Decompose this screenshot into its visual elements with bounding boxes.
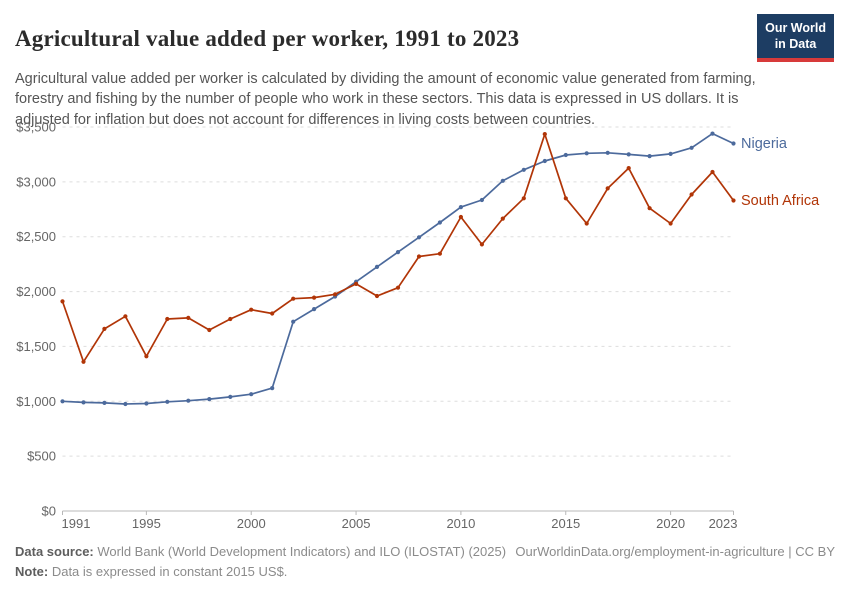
x-axis-label: 2000 (237, 516, 266, 531)
nigeria-point (270, 386, 275, 391)
nigeria-point (521, 167, 526, 172)
x-axis-label: 2010 (446, 516, 475, 531)
x-axis-label: 2020 (656, 516, 685, 531)
south-africa-point (584, 221, 589, 226)
nigeria-point (689, 145, 694, 150)
nigeria-point (228, 394, 233, 399)
nigeria-point (479, 197, 484, 203)
chart-area: $0 $500 $1,000 $1,500 $2,000 $2,500 $3,000 $3,5… (0, 110, 850, 535)
nigeria-point (291, 319, 296, 324)
y-axis-label: $3,500 (16, 120, 56, 135)
nigeria-point (437, 220, 442, 225)
nigeria-point (144, 401, 149, 406)
south-africa-point (333, 292, 338, 297)
south-africa-point (395, 285, 401, 290)
data-source: Data source: World Bank (World Developme… (15, 544, 506, 559)
x-axis-label: 2023 (709, 516, 738, 531)
nigeria-point (81, 400, 86, 405)
nigeria-point (249, 392, 254, 397)
y-axis-label: $1,000 (16, 394, 56, 409)
y-axis-label: $0 (42, 504, 56, 519)
nigeria-point (186, 398, 191, 403)
south-africa-point (270, 311, 275, 316)
south-africa-point (186, 315, 191, 320)
south-africa-point (479, 242, 484, 247)
y-axis-label: $1,500 (16, 339, 56, 354)
y-axis-label: $500 (27, 449, 56, 464)
south-africa-point (228, 316, 233, 322)
nigeria-point (542, 158, 547, 164)
y-axis-label: $2,500 (16, 229, 56, 244)
footer-note: Note: Data is expressed in constant 2015… (15, 564, 835, 579)
nigeria-point (102, 400, 107, 405)
south-africa-point (354, 281, 359, 286)
nigeria-point (374, 264, 380, 269)
nigeria-point (710, 131, 715, 136)
line-chart: $0 $500 $1,000 $1,500 $2,000 $2,500 $3,000 $3,5… (16, 120, 820, 532)
nigeria-point (312, 307, 317, 312)
nigeria-point (668, 151, 673, 156)
nigeria-point (395, 250, 401, 255)
south-africa-point (689, 192, 694, 197)
south-africa-point (563, 196, 568, 201)
nigeria-point (500, 178, 505, 183)
x-axis-label: 1991 (62, 516, 91, 531)
south-africa-point (249, 307, 254, 312)
x-axis-label: 1995 (132, 516, 161, 531)
x-axis-label: 2005 (342, 516, 371, 531)
south-africa-line (61, 133, 735, 363)
nigeria-point (563, 152, 568, 158)
south-africa-point (437, 251, 442, 256)
nigeria-line (61, 132, 735, 405)
south-africa-point (81, 359, 86, 364)
data-source-text: World Bank (World Development Indicators… (93, 544, 507, 559)
south-africa-point (710, 169, 715, 175)
south-africa-point (605, 186, 610, 191)
nigeria-point (626, 152, 631, 157)
south-africa-series-label: South Africa (741, 193, 820, 209)
page-title: Agricultural value added per worker, 199… (15, 26, 520, 52)
footer-link[interactable]: OurWorldinData.org/employment-in-agricul… (515, 544, 835, 559)
south-africa-point (542, 132, 547, 137)
south-africa-point (207, 327, 212, 333)
nigeria-point (165, 399, 170, 404)
south-africa-point (668, 221, 673, 226)
south-africa-point (647, 206, 652, 211)
nigeria-point (416, 235, 422, 240)
nigeria-point (60, 399, 65, 404)
nigeria-point (123, 401, 128, 407)
south-africa-point (731, 198, 736, 203)
south-africa-point (312, 295, 317, 300)
data-source-label: Data source: (15, 544, 94, 559)
footer-note-label: Note: (15, 564, 49, 579)
south-africa-point (416, 254, 422, 259)
nigeria-point (207, 397, 212, 402)
south-africa-point (500, 216, 505, 221)
nigeria-point (458, 205, 463, 210)
south-africa-point (374, 293, 380, 299)
south-africa-point (144, 354, 149, 359)
south-africa-point (165, 316, 170, 322)
south-africa-point (291, 296, 296, 301)
nigeria-series-label: Nigeria (741, 136, 788, 152)
x-axis-label: 2015 (551, 516, 580, 531)
south-africa-point (60, 299, 65, 304)
nigeria-point (731, 141, 736, 146)
south-africa-point (626, 166, 631, 171)
y-axis-label: $2,000 (16, 284, 56, 299)
y-axis-label: $3,000 (16, 174, 56, 189)
nigeria-point (584, 151, 589, 156)
owid-logo: Our World in Data (757, 14, 834, 62)
chart-subtitle: Agricultural value added per worker is c… (15, 70, 756, 129)
south-africa-point (458, 214, 463, 220)
footer: Data source: World Bank (World Developme… (15, 544, 835, 579)
footer-note-text: Data is expressed in constant 2015 US$. (48, 564, 288, 579)
owid-logo-line1: Our World (765, 21, 826, 35)
south-africa-point (123, 314, 128, 319)
south-africa-point (102, 326, 107, 331)
south-africa-point (521, 196, 526, 201)
nigeria-point (605, 150, 610, 155)
nigeria-point (647, 154, 652, 159)
owid-logo-line2: in Data (774, 37, 817, 51)
